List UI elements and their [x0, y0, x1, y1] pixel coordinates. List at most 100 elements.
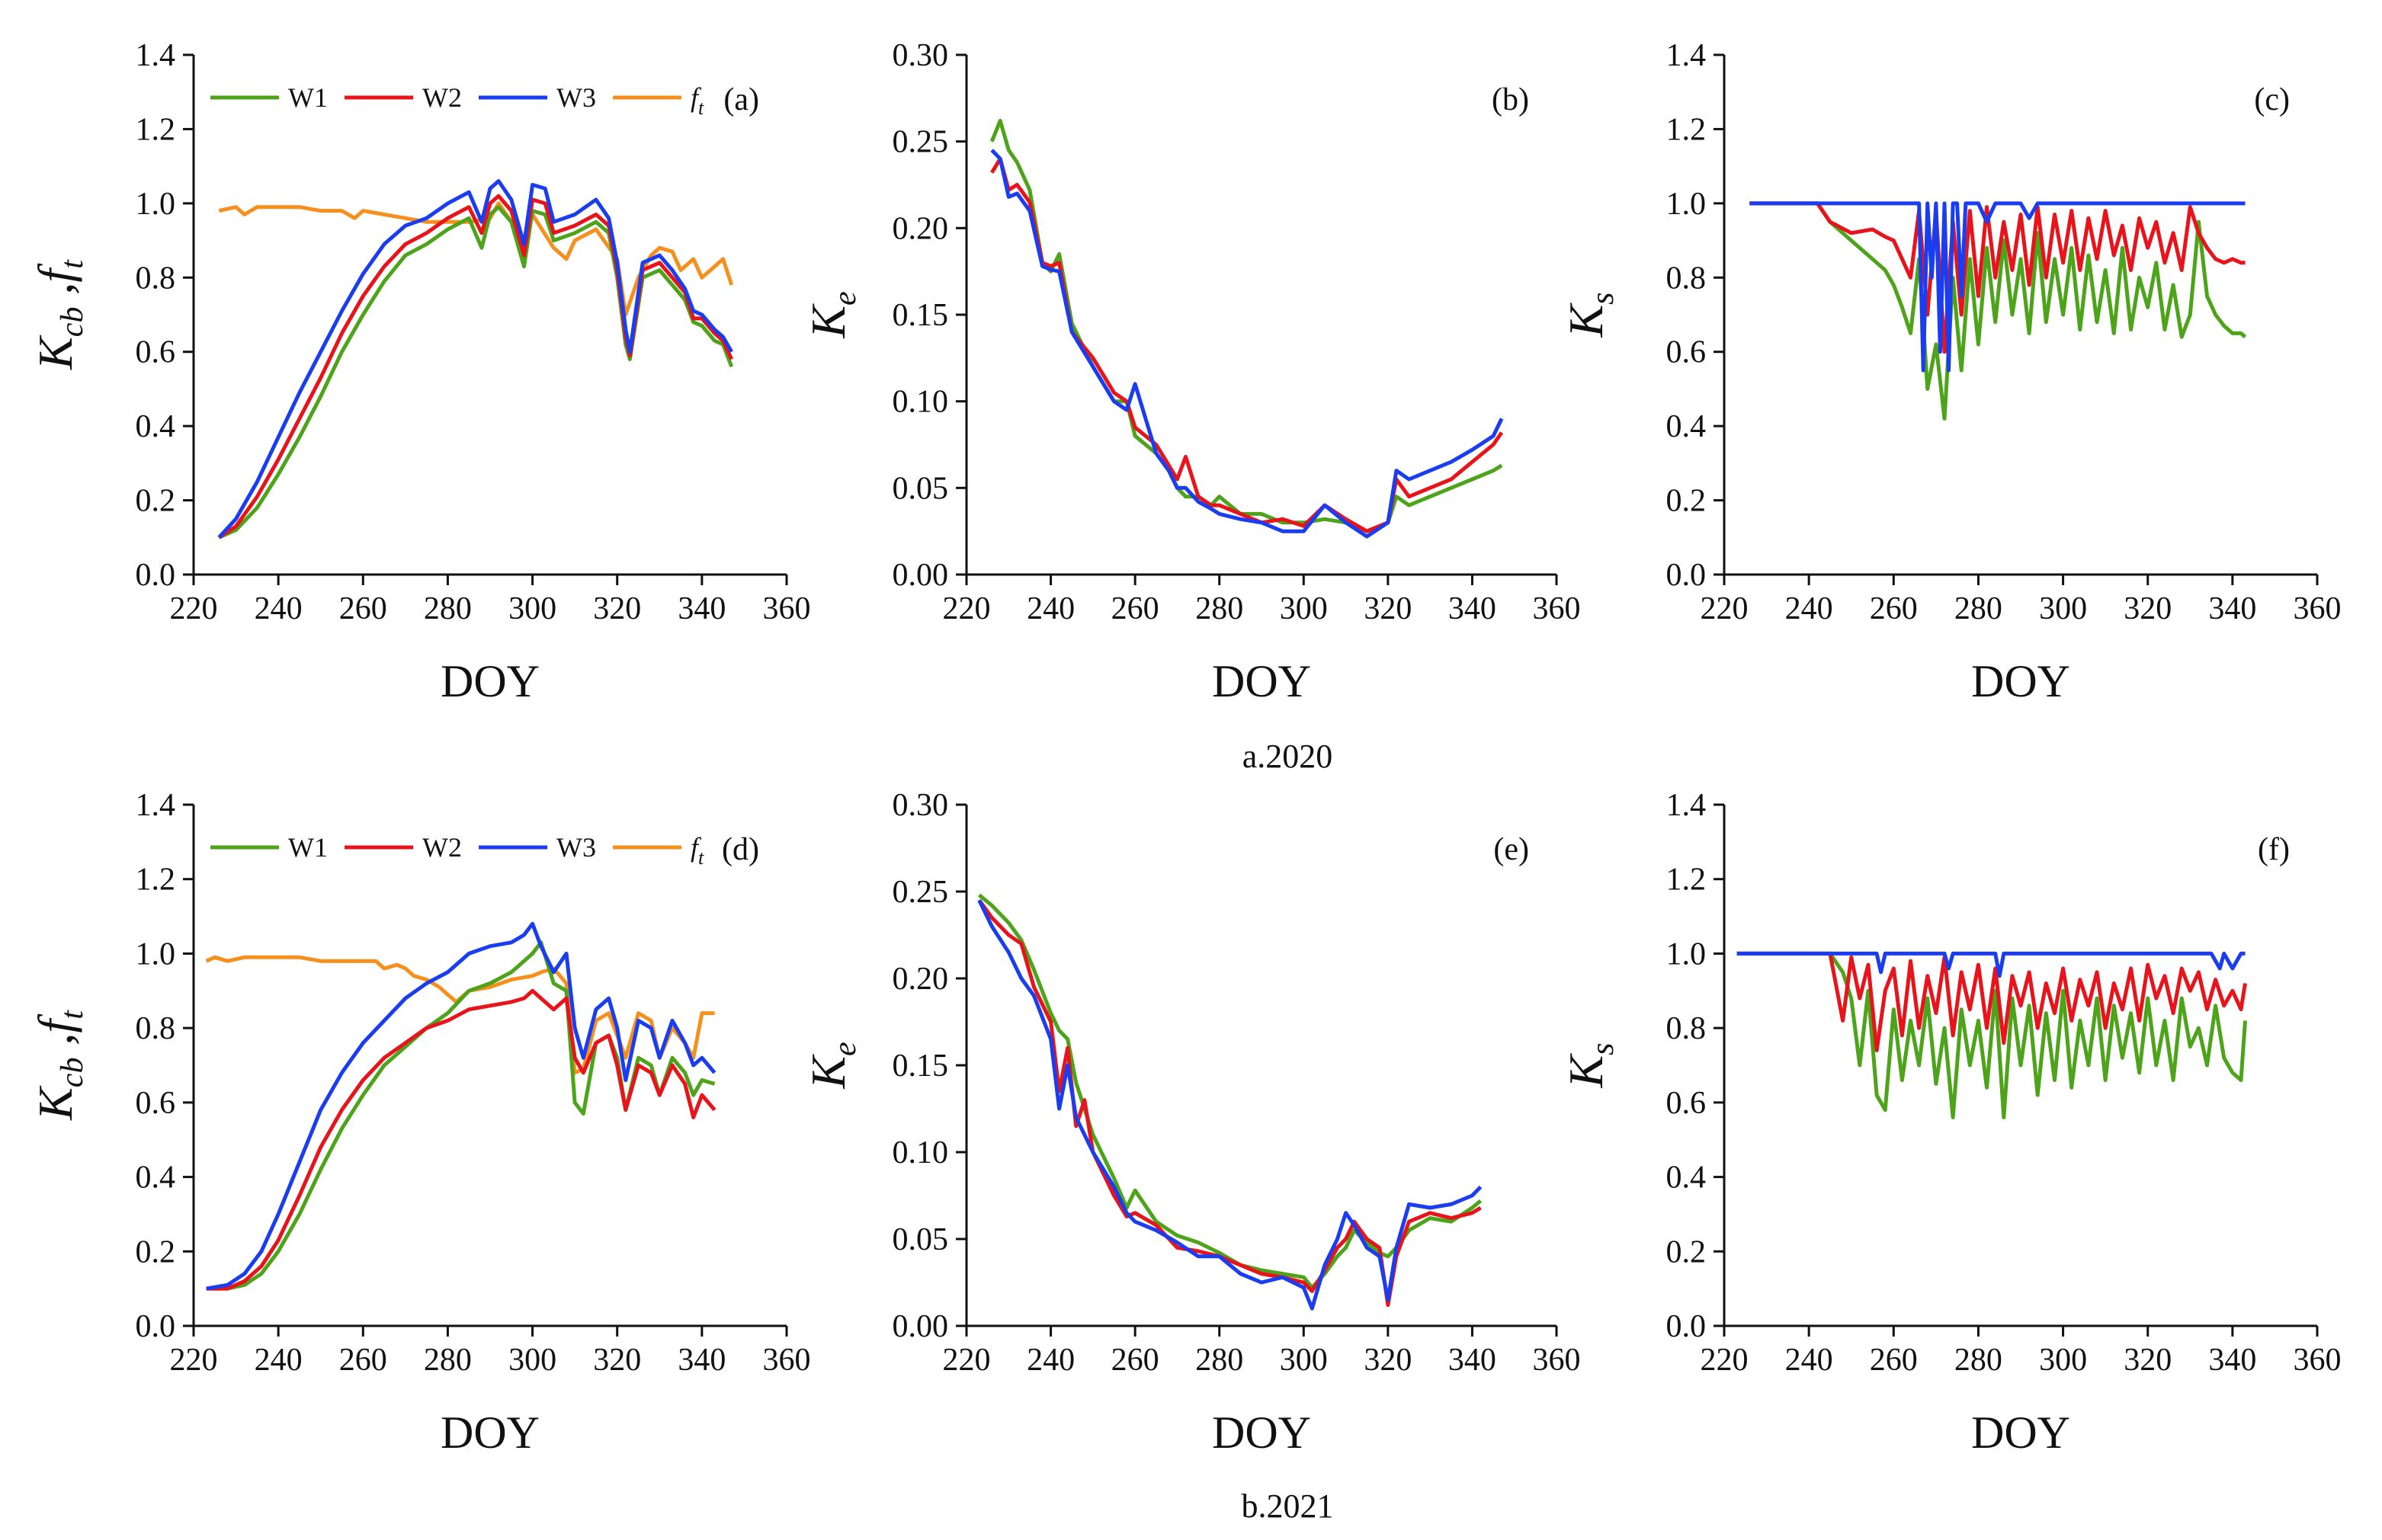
panel-label: (f) — [2258, 832, 2290, 867]
y-tick-label: 0.8 — [136, 1011, 176, 1046]
caption-2021: b.2021 — [1242, 1487, 1334, 1525]
x-tick-label: 360 — [2294, 1343, 2342, 1378]
x-tick-label: 300 — [508, 591, 556, 626]
y-tick-label: 0.0 — [1666, 1309, 1707, 1344]
x-tick-label: 260 — [339, 591, 387, 626]
x-tick-label: 240 — [1027, 1343, 1075, 1378]
x-tick-label: 220 — [170, 591, 218, 626]
x-tick-label: 360 — [1533, 1343, 1581, 1378]
x-tick-label: 280 — [1195, 1343, 1243, 1378]
y-tick-label: 0.25 — [893, 875, 949, 910]
y-tick-label: 0.15 — [893, 298, 949, 333]
y-tick-label: 0.15 — [893, 1049, 949, 1084]
series-line-w1 — [1749, 201, 2247, 421]
series-line-w3 — [977, 899, 1483, 1311]
y-tick-label: 0.4 — [136, 1161, 176, 1196]
y-tick-label: 0.8 — [1666, 261, 1707, 296]
y-tick-label: 0.2 — [136, 484, 176, 519]
chart-panel-b: 220 240 260 280 300 320 340 360 0.00 0.05 0.10 0.15… — [801, 38, 1581, 706]
x-axis-label: DOY — [1971, 1407, 2070, 1458]
x-tick-label: 260 — [1870, 591, 1918, 626]
y-tick-label: 0.30 — [893, 38, 949, 73]
y-tick-label: 0.10 — [893, 385, 949, 420]
y-tick-label: 0.20 — [893, 211, 949, 246]
x-tick-label: 260 — [1111, 1343, 1159, 1378]
panel-label: (e) — [1493, 832, 1529, 867]
x-tick-label: 320 — [2124, 591, 2172, 626]
y-axis-label: Ke — [801, 291, 863, 338]
y-tick-label: 0.20 — [893, 962, 949, 997]
y-axis-label: Kcb ,ft — [28, 259, 90, 370]
series-line-w1 — [206, 940, 716, 1291]
x-tick-label: 260 — [1870, 1343, 1918, 1378]
y-tick-label: 0.00 — [893, 1309, 949, 1344]
x-tick-label: 360 — [763, 591, 811, 626]
series-line-w2 — [977, 898, 1482, 1308]
panel-label: (d) — [722, 832, 759, 867]
y-tick-label: 1.4 — [136, 38, 176, 73]
x-tick-label: 240 — [255, 1343, 303, 1378]
legend-label-w3: W3 — [556, 82, 596, 113]
y-tick-label: 1.4 — [136, 788, 176, 823]
x-tick-label: 360 — [763, 1343, 811, 1378]
y-axis-label: Ks — [1559, 292, 1621, 338]
y-tick-label: 0.30 — [893, 788, 949, 823]
y-tick-label: 0.00 — [893, 558, 949, 593]
y-tick-label: 0.0 — [1666, 558, 1707, 593]
y-tick-label: 1.4 — [1666, 788, 1707, 823]
y-tick-label: 0.8 — [136, 261, 176, 296]
series-line-w3 — [217, 179, 733, 539]
x-tick-label: 300 — [1280, 1343, 1328, 1378]
x-tick-label: 340 — [1448, 591, 1496, 626]
x-tick-label: 360 — [2294, 591, 2342, 626]
y-tick-label: 1.0 — [136, 187, 176, 222]
x-tick-label: 340 — [678, 1343, 726, 1378]
chart-panel-a: 220 240 260 280 300 320 340 360 0.0 0.2 0.4 0.6 0.8 1… — [28, 38, 811, 706]
x-axis-label: DOY — [1212, 1407, 1311, 1458]
legend: W1 W2 W3 ft — [210, 82, 704, 119]
legend-label-w2: W2 — [422, 82, 462, 113]
x-tick-label: 280 — [1954, 1343, 2002, 1378]
series-line-w2 — [217, 194, 734, 539]
y-tick-label: 1.2 — [136, 863, 176, 898]
y-tick-label: 1.0 — [136, 936, 176, 972]
y-tick-label: 1.2 — [1666, 112, 1707, 147]
x-tick-label: 320 — [2124, 1343, 2172, 1378]
legend-label-w1: W1 — [288, 832, 328, 863]
series-line-w3 — [206, 921, 717, 1291]
chart-panel-f: 220 240 260 280 300 320 340 360 0.0 0.2 0.4 0.6 0.8 1… — [1559, 788, 2342, 1458]
x-tick-label: 300 — [2039, 591, 2087, 626]
x-axis-label: DOY — [1212, 656, 1311, 706]
x-tick-label: 340 — [2208, 1343, 2256, 1378]
y-axis-label: Ks — [1559, 1042, 1621, 1088]
x-tick-label: 320 — [1364, 1343, 1412, 1378]
legend-label-ft: ft — [691, 82, 704, 119]
series-line-w1 — [989, 118, 1503, 533]
x-tick-label: 280 — [424, 591, 472, 626]
chart-panel-d: 220 240 260 280 300 320 340 360 0.0 0.2 0.4 0.6 0.8 1… — [28, 788, 811, 1458]
legend-label-w1: W1 — [288, 82, 328, 113]
x-axis-label: DOY — [441, 1407, 540, 1458]
y-tick-label: 0.4 — [136, 409, 176, 444]
y-tick-label: 1.2 — [1666, 863, 1707, 898]
y-tick-label: 0.05 — [893, 471, 949, 506]
x-tick-label: 260 — [339, 1343, 387, 1378]
y-tick-label: 0.2 — [1666, 484, 1707, 519]
y-tick-label: 0.10 — [893, 1135, 949, 1170]
x-tick-label: 220 — [1701, 1343, 1749, 1378]
x-tick-label: 260 — [1111, 591, 1159, 626]
series-line-w2 — [206, 988, 717, 1291]
legend-label-ft: ft — [691, 832, 704, 869]
series-line-w3 — [1749, 201, 2246, 373]
y-tick-label: 0.2 — [136, 1234, 176, 1269]
x-tick-label: 320 — [593, 1343, 641, 1378]
x-tick-label: 340 — [1448, 1343, 1496, 1378]
y-tick-label: 0.8 — [1666, 1011, 1707, 1046]
chart-panel-e: 220 240 260 280 300 320 340 360 0.00 0.05 0.10 0.15… — [801, 788, 1581, 1458]
x-tick-label: 280 — [1195, 591, 1243, 626]
y-tick-label: 0.4 — [1666, 1161, 1707, 1196]
series-line-w1 — [1736, 951, 2247, 1119]
y-tick-label: 0.0 — [136, 558, 176, 593]
legend-label-w2: W2 — [422, 832, 462, 863]
